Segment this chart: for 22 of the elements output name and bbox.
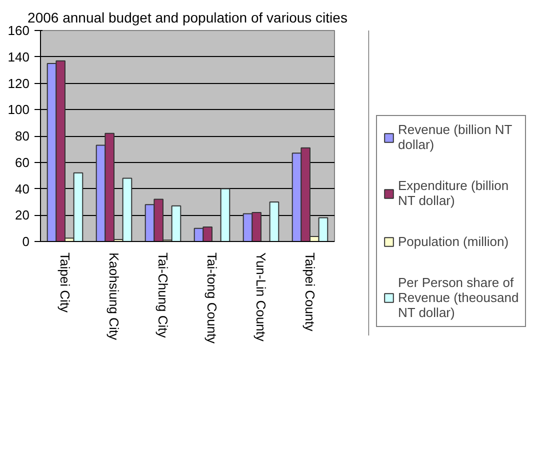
x-tick-label: Taipei City: [58, 252, 72, 313]
legend-label: Expenditure (billion NT dollar): [398, 178, 509, 208]
legend-label: Revenue (billion NT dollar): [398, 122, 512, 152]
y-tick-label: 0: [22, 234, 30, 249]
x-tick-label: Kaohsiung City: [106, 252, 122, 340]
y-tick-label: 120: [8, 76, 30, 91]
y-tick-label: 60: [15, 154, 30, 170]
legend-label: Per Person share of Revenue (theousand NT dollar): [398, 275, 519, 320]
chart-title: 2006 annual budget and population of various cities: [28, 10, 348, 26]
x-tick-label: Yun-Lin County: [254, 252, 268, 342]
y-tick-label: 40: [15, 181, 30, 196]
y-tick-label: 80: [15, 128, 30, 144]
bar: [269, 201, 280, 242]
x-tick-label: Tai-tong County: [204, 252, 220, 344]
bar: [220, 188, 230, 242]
y-tick-label: 140: [8, 49, 30, 64]
y-tick-label: 20: [15, 208, 30, 223]
x-tick-label: Tai-Chung City: [156, 252, 170, 338]
y-tick-label: 100: [8, 102, 30, 118]
legend-label: Population (million): [398, 234, 509, 249]
x-tick-label: Taipei County: [302, 252, 318, 332]
y-tick-label: 160: [8, 23, 30, 38]
